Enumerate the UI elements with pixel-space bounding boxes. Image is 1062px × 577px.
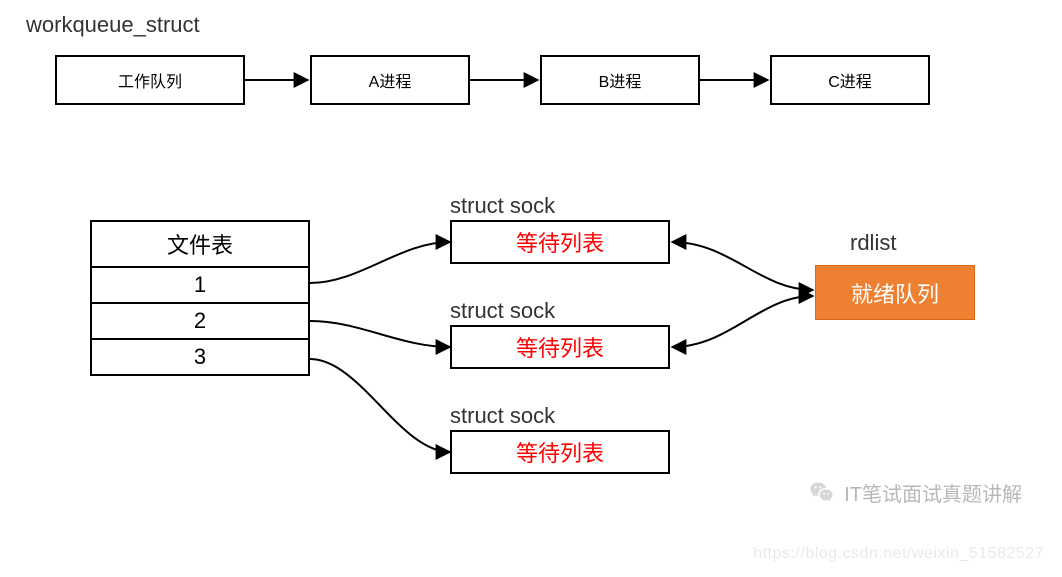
rdlist-label: rdlist <box>850 230 896 256</box>
sock3-top-label: struct sock <box>450 403 555 429</box>
file-table-row-1: 1 <box>92 268 308 304</box>
sock2-wait-box: 等待列表 <box>450 325 670 369</box>
sock3-wait-box: 等待列表 <box>450 430 670 474</box>
box-work-queue-label: 工作队列 <box>118 68 182 92</box>
file-table-header: 文件表 <box>92 222 308 268</box>
file-table: 文件表 1 2 3 <box>90 220 310 376</box>
file-table-row-3: 3 <box>92 340 308 374</box>
box-proc-b: B进程 <box>540 55 700 105</box>
box-proc-c-label: C进程 <box>828 68 872 92</box>
sock1-wait-label: 等待列表 <box>516 226 604 258</box>
sock1-top-label: struct sock <box>450 193 555 219</box>
sock2-top-label: struct sock <box>450 298 555 324</box>
watermark-wechat-text: IT笔试面试真题讲解 <box>844 478 1022 507</box>
rdlist-box-label: 就绪队列 <box>851 277 939 309</box>
box-proc-b-label: B进程 <box>599 68 642 92</box>
watermark-csdn: https://blog.csdn.net/weixin_51582527 <box>753 545 1044 563</box>
sock2-wait-label: 等待列表 <box>516 331 604 363</box>
box-proc-a-label: A进程 <box>369 68 412 92</box>
rdlist-box: 就绪队列 <box>815 265 975 320</box>
diagram-title: workqueue_struct <box>26 12 200 38</box>
watermark-wechat: IT笔试面试真题讲解 <box>808 478 1022 507</box>
curve-ft-sock3 <box>310 359 450 452</box>
file-table-row-2: 2 <box>92 304 308 340</box>
box-proc-c: C进程 <box>770 55 930 105</box>
curve-ft-sock2 <box>310 321 450 347</box>
curve-sock1-rdlist <box>672 242 813 290</box>
curve-ft-sock1 <box>310 242 450 283</box>
box-work-queue: 工作队列 <box>55 55 245 105</box>
sock1-wait-box: 等待列表 <box>450 220 670 264</box>
curve-sock2-rdlist <box>672 296 813 347</box>
box-proc-a: A进程 <box>310 55 470 105</box>
sock3-wait-label: 等待列表 <box>516 436 604 468</box>
wechat-icon <box>808 479 836 507</box>
